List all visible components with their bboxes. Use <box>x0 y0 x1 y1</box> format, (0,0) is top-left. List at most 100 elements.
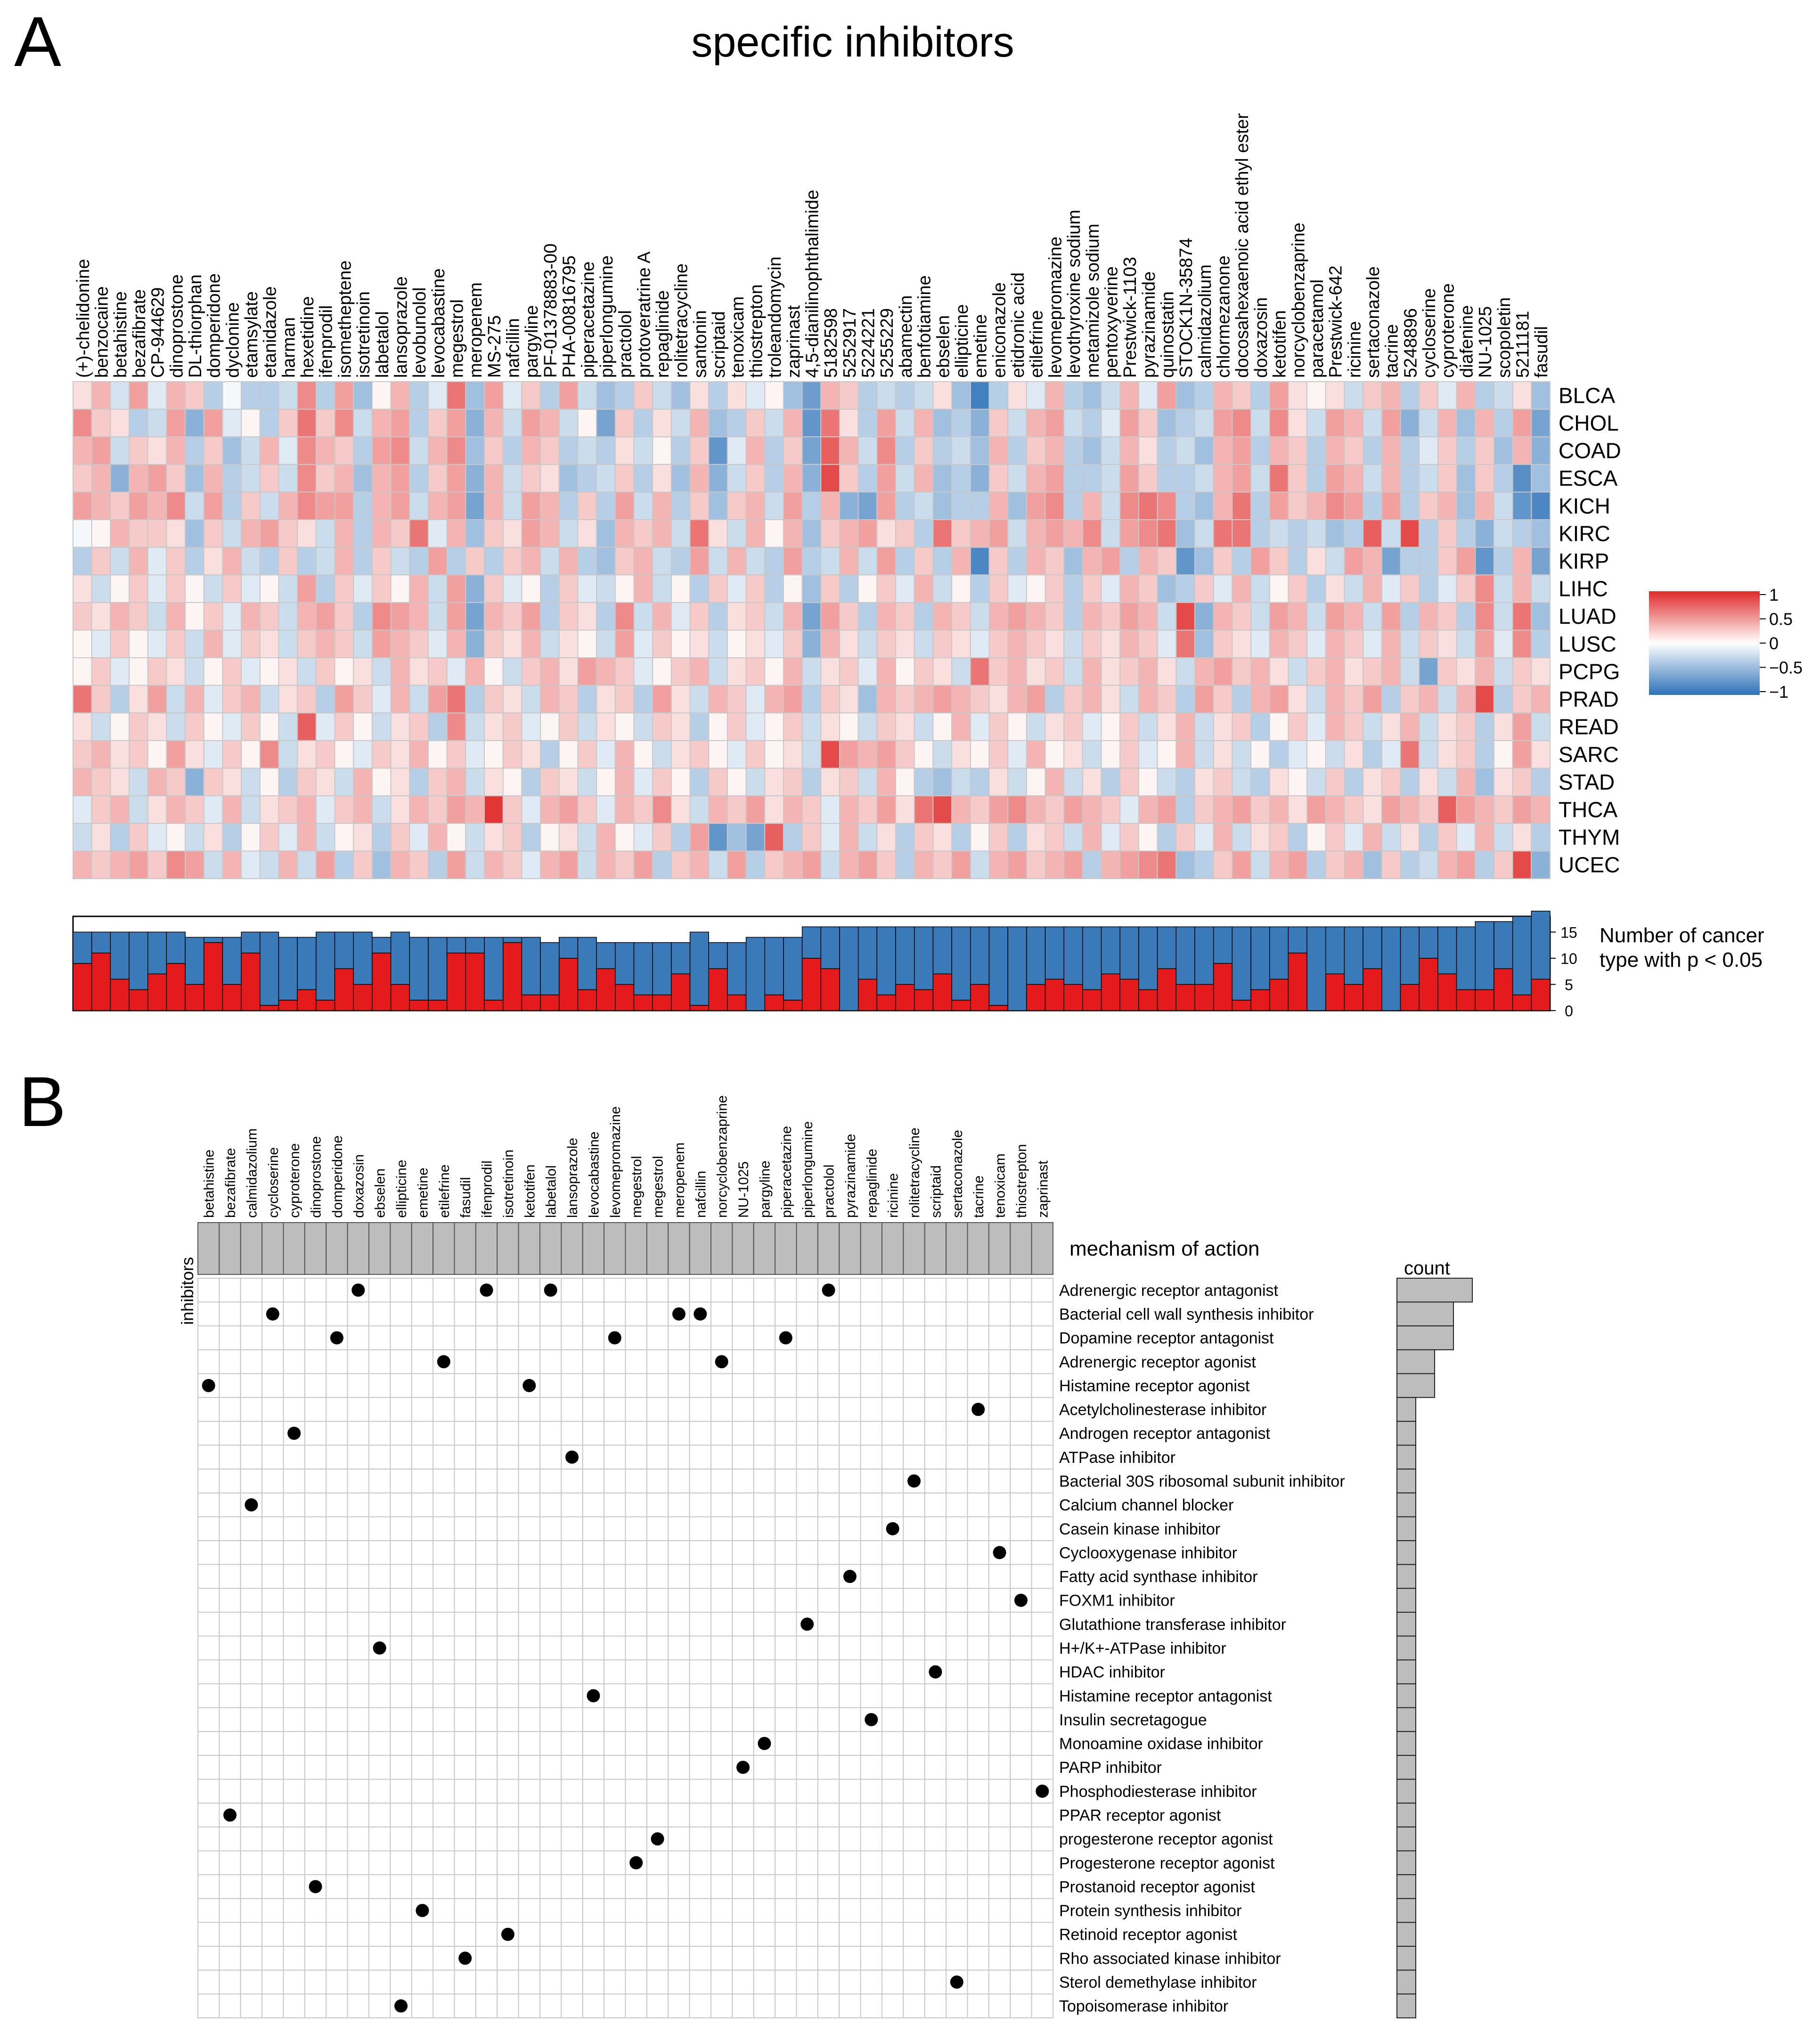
mechanism-grid-cell <box>732 1683 754 1708</box>
heatmap-cell <box>521 823 541 852</box>
heatmap-cell <box>914 408 934 438</box>
bar-negative <box>372 937 392 954</box>
heatmap-cell <box>857 850 878 880</box>
heatmap-cell <box>670 685 691 714</box>
heatmap-cell <box>1381 740 1401 769</box>
heatmap-cell <box>371 602 392 631</box>
mechanism-grid <box>197 1278 1054 2019</box>
mechanism-grid-cell <box>347 1349 370 1374</box>
heatmap-cell <box>970 574 990 603</box>
count-bar <box>1396 1874 1416 1899</box>
mechanism-grid-cell <box>475 1898 498 1923</box>
mechanism-grid-cell <box>390 1492 412 1518</box>
heatmap-cell <box>1101 657 1121 686</box>
mechanism-grid-cell <box>946 1301 968 1327</box>
heatmap-cell <box>315 464 335 493</box>
heatmap-cell <box>895 823 915 852</box>
mechanism-grid-cell <box>347 1492 370 1518</box>
heatmap-cell <box>1325 657 1345 686</box>
heatmap-cell <box>203 629 223 659</box>
heatmap-cell <box>241 381 261 410</box>
inhibitor-header-cell <box>860 1222 883 1275</box>
mechanism-grid-cell <box>924 1779 947 1804</box>
heatmap-cell <box>446 436 466 465</box>
mechanism-grid-cell <box>860 1803 883 1828</box>
mechanism-grid-cell <box>839 1540 861 1565</box>
mechanism-grid-cell <box>860 1397 883 1422</box>
mechanism-grid-cell <box>326 1683 348 1708</box>
mechanism-grid-cell <box>326 1850 348 1876</box>
mechanism-grid-cell <box>454 1755 476 1780</box>
mechanism-grid-cell <box>582 1803 605 1828</box>
heatmap-cell <box>1325 519 1345 548</box>
heatmap-cell <box>446 712 466 741</box>
mechanism-grid-cell <box>582 1898 605 1923</box>
heatmap-cell <box>91 381 111 410</box>
mechanism-grid-cell <box>304 1588 327 1613</box>
mechanism-grid-cell <box>454 1969 476 1995</box>
mechanism-grid-cell <box>689 1397 712 1422</box>
mechanism-grid-cell <box>668 1946 690 1971</box>
heatmap-cell <box>783 381 803 410</box>
heatmap-cell <box>203 685 223 714</box>
bar-negative <box>1437 926 1457 974</box>
heatmap-cell <box>334 629 354 659</box>
mechanism-grid-cell <box>1031 1564 1054 1589</box>
bar-positive <box>1288 953 1307 1011</box>
mechanism-grid-cell <box>261 1516 284 1542</box>
heatmap-cell <box>1138 491 1158 521</box>
heatmap-cell <box>278 823 298 852</box>
heatmap-cell <box>315 712 335 741</box>
mechanism-grid-cell <box>903 1993 925 2019</box>
heatmap-column-label: thiostrepton <box>746 284 766 378</box>
heatmap-cell <box>764 547 784 576</box>
bar-positive <box>91 953 111 1011</box>
heatmap-cell <box>390 823 410 852</box>
heatmap-cell <box>932 547 953 576</box>
mechanism-dot <box>245 1498 258 1512</box>
mechanism-grid-cell <box>817 1540 840 1565</box>
heatmap-cell <box>1288 574 1308 603</box>
mechanism-grid-cell <box>625 1803 647 1828</box>
mechanism-grid-cell <box>646 1492 669 1518</box>
heatmap-cell <box>502 767 522 797</box>
mechanism-grid-cell <box>304 1420 327 1446</box>
heatmap-cell <box>857 740 878 769</box>
heatmap-cell <box>1512 685 1532 714</box>
mechanism-grid-cell <box>946 1564 968 1589</box>
count-bar <box>1396 1540 1416 1565</box>
mechanism-grid-cell <box>946 1779 968 1804</box>
mechanism-grid-cell <box>1010 1946 1032 1971</box>
mechanism-grid-cell <box>946 1420 968 1446</box>
heatmap-cell <box>801 795 822 824</box>
heatmap-cell <box>951 795 971 824</box>
heatmap-cell <box>1250 657 1270 686</box>
heatmap-cell <box>801 381 822 410</box>
mechanism-grid-cell <box>710 1683 733 1708</box>
mechanism-grid-cell <box>475 1969 498 1995</box>
mechanism-grid-cell <box>604 1731 626 1756</box>
heatmap-cell <box>951 767 971 797</box>
mechanism-grid-cell <box>582 1564 605 1589</box>
heatmap-cell <box>652 823 672 852</box>
heatmap-cell <box>970 519 990 548</box>
mechanism-grid-cell <box>710 1373 733 1398</box>
mechanism-dot <box>266 1307 279 1321</box>
heatmap-cell <box>484 491 504 521</box>
heatmap-cell <box>203 491 223 521</box>
heatmap-cell <box>185 712 204 741</box>
heatmap-cell <box>73 850 92 880</box>
heatmap-cell <box>241 602 261 631</box>
heatmap-cell <box>1381 574 1401 603</box>
inhibitor-column-label: levomepromazine <box>608 1106 623 1218</box>
mechanism-grid-cell <box>539 1993 562 2019</box>
mechanism-grid-cell <box>539 1349 562 1374</box>
bar-negative <box>129 931 148 990</box>
inhibitor-column-label: sertaconazole <box>950 1130 965 1218</box>
heatmap-cell <box>1045 547 1065 576</box>
mechanism-row-label: Calcium channel blocker <box>1059 1496 1233 1514</box>
mechanism-grid-cell <box>924 1707 947 1732</box>
heatmap-cell <box>91 547 111 576</box>
mechanism-grid-cell <box>197 1850 220 1876</box>
heatmap-cell <box>502 850 522 880</box>
